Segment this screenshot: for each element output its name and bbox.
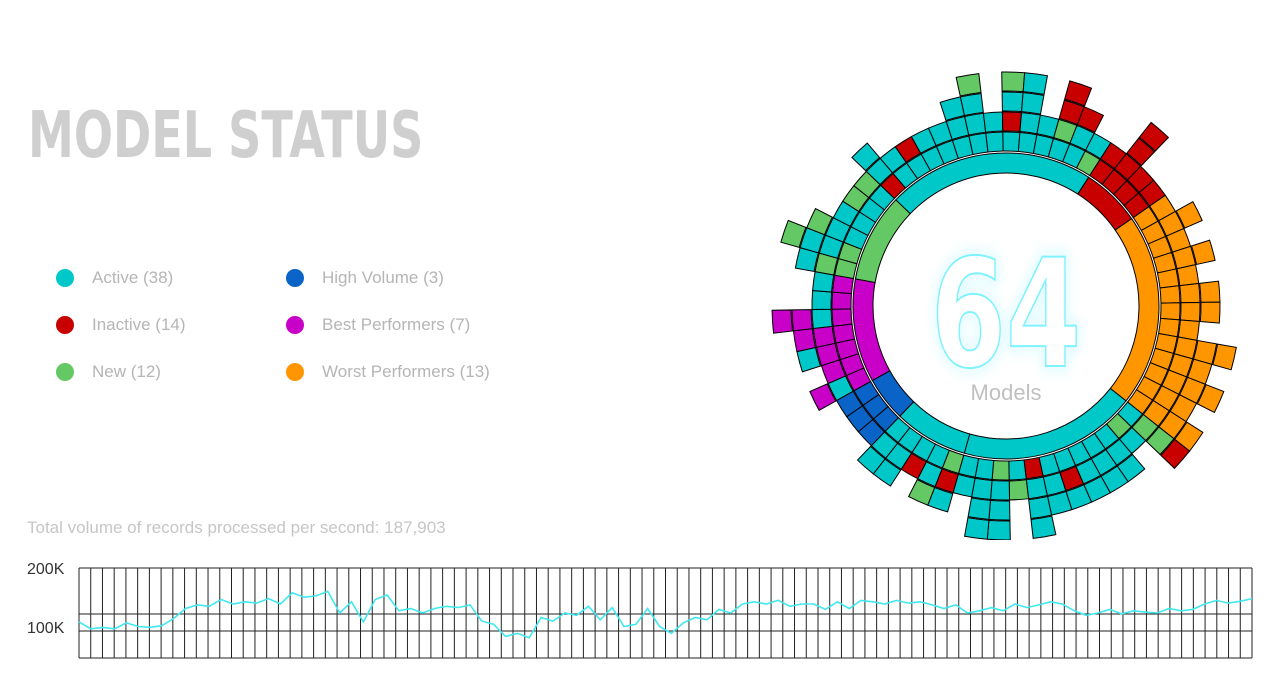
model-cell[interactable] bbox=[831, 291, 853, 310]
model-cell[interactable] bbox=[792, 328, 817, 353]
model-cell[interactable] bbox=[968, 132, 989, 156]
model-cell[interactable] bbox=[959, 92, 984, 117]
model-cell[interactable] bbox=[989, 479, 1011, 501]
legend-item-best-performers[interactable]: Best Performers (7) bbox=[286, 315, 470, 335]
model-cell[interactable] bbox=[967, 497, 991, 520]
model-cell[interactable] bbox=[1179, 282, 1201, 304]
model-cell[interactable] bbox=[988, 499, 1011, 521]
model-cell[interactable] bbox=[1138, 121, 1170, 152]
model-cell[interactable] bbox=[1156, 268, 1180, 289]
center-label: Models bbox=[971, 380, 1042, 405]
model-cell[interactable] bbox=[812, 325, 836, 348]
model-cell[interactable] bbox=[832, 323, 856, 344]
model-cell[interactable] bbox=[811, 308, 833, 330]
model-cell[interactable] bbox=[1212, 343, 1237, 371]
grid bbox=[78, 567, 1253, 659]
model-cell[interactable] bbox=[791, 309, 813, 332]
model-cell[interactable] bbox=[1064, 80, 1093, 107]
model-cell[interactable] bbox=[1126, 137, 1156, 167]
legend-label: Inactive (14) bbox=[92, 315, 186, 334]
model-cell[interactable] bbox=[1001, 91, 1024, 113]
model-cell[interactable] bbox=[1028, 495, 1053, 520]
model-cell[interactable] bbox=[955, 73, 982, 97]
model-cell[interactable] bbox=[1196, 383, 1225, 414]
model-cell[interactable] bbox=[1076, 106, 1105, 134]
model-cell[interactable] bbox=[1001, 71, 1026, 93]
model-cell[interactable] bbox=[806, 207, 834, 236]
model-cell[interactable] bbox=[1021, 92, 1045, 115]
model-cell[interactable] bbox=[1008, 459, 1027, 481]
model-cell[interactable] bbox=[1190, 239, 1216, 266]
legend-item-worst-performers[interactable]: Worst Performers (13) bbox=[286, 362, 490, 382]
model-cell[interactable] bbox=[1025, 476, 1048, 500]
volume-line-chart: 200K 100K bbox=[27, 561, 1253, 659]
legend-label: High Volume (3) bbox=[322, 268, 444, 287]
model-cell[interactable] bbox=[963, 517, 990, 540]
center-model-count: 64 bbox=[931, 227, 1081, 401]
legend-item-high-volume[interactable]: High Volume (3) bbox=[286, 268, 444, 288]
volume-series-line bbox=[78, 590, 1253, 639]
inner-segment-high-volume[interactable] bbox=[871, 370, 915, 417]
volume-label: Total volume of records processed per se… bbox=[27, 518, 446, 537]
model-cell[interactable] bbox=[780, 219, 807, 248]
model-cell[interactable] bbox=[1001, 111, 1023, 133]
model-cell[interactable] bbox=[856, 445, 886, 475]
legend-label: New (12) bbox=[92, 362, 161, 381]
model-cell[interactable] bbox=[809, 383, 837, 412]
model-cell[interactable] bbox=[986, 519, 1011, 540]
model-cell[interactable] bbox=[1022, 72, 1049, 95]
model-cell[interactable] bbox=[991, 459, 1010, 481]
legend-label: Worst Performers (13) bbox=[322, 362, 490, 381]
model-cell[interactable] bbox=[1199, 301, 1221, 324]
legend-item-new[interactable]: New (12) bbox=[56, 362, 161, 382]
model-cell[interactable] bbox=[1008, 479, 1030, 501]
model-cell[interactable] bbox=[964, 112, 987, 136]
model-cell[interactable] bbox=[853, 380, 880, 407]
y-tick-label: 100K bbox=[27, 620, 65, 637]
legend-dot-icon bbox=[56, 269, 74, 287]
y-tick-label: 200K bbox=[27, 561, 65, 578]
inner-ring bbox=[852, 152, 1160, 460]
outer-ring bbox=[771, 71, 1237, 540]
model-cell[interactable] bbox=[1159, 302, 1181, 321]
legend-item-active[interactable]: Active (38) bbox=[56, 268, 173, 288]
model-cell[interactable] bbox=[1199, 280, 1221, 303]
model-cell[interactable] bbox=[985, 131, 1004, 153]
model-cell[interactable] bbox=[1160, 438, 1191, 470]
model-cell[interactable] bbox=[771, 309, 794, 334]
model-cell[interactable] bbox=[851, 142, 881, 172]
legend-dot-icon bbox=[286, 269, 304, 287]
model-cell[interactable] bbox=[1030, 515, 1057, 539]
legend-label: Active (38) bbox=[92, 268, 174, 287]
model-cell[interactable] bbox=[831, 308, 853, 327]
model-cell[interactable] bbox=[1175, 200, 1203, 229]
model-cell[interactable] bbox=[1159, 285, 1181, 304]
model-cell[interactable] bbox=[907, 478, 936, 506]
model-cell[interactable] bbox=[1145, 426, 1175, 456]
legend-dot-icon bbox=[286, 363, 304, 381]
legend-item-inactive[interactable]: Inactive (14) bbox=[56, 315, 186, 335]
model-cell[interactable] bbox=[1002, 131, 1021, 153]
model-cell[interactable] bbox=[811, 289, 833, 311]
model-cell[interactable] bbox=[835, 390, 863, 418]
legend-dot-icon bbox=[286, 316, 304, 334]
model-cell[interactable] bbox=[982, 111, 1004, 133]
legend-dot-icon bbox=[56, 363, 74, 381]
page-title: MODEL STATUS bbox=[28, 99, 424, 173]
model-cell[interactable] bbox=[1176, 264, 1200, 287]
model-cell[interactable] bbox=[1023, 456, 1044, 480]
legend-dot-icon bbox=[56, 316, 74, 334]
legend-label: Best Performers (7) bbox=[322, 315, 471, 334]
model-cell[interactable] bbox=[1179, 301, 1201, 323]
model-status-sunburst: 64 Models bbox=[771, 71, 1237, 540]
